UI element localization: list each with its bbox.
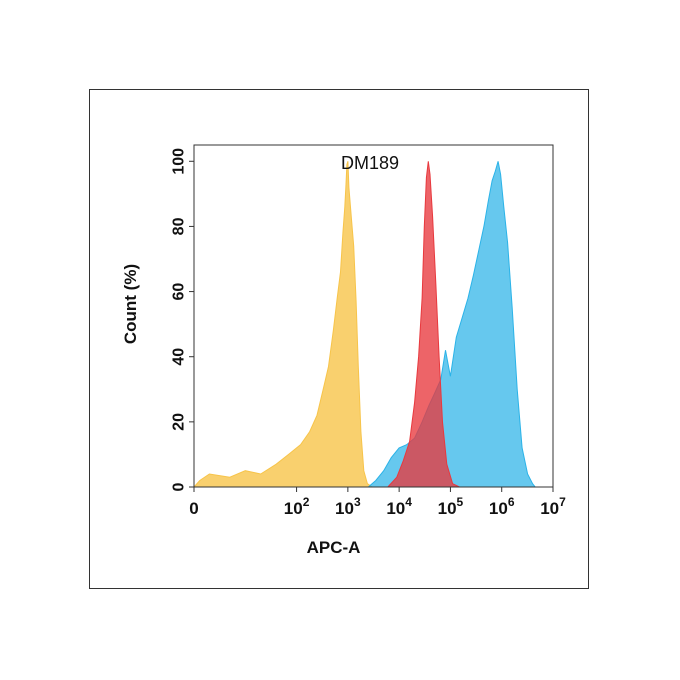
- y-tick-label: 40: [171, 348, 188, 366]
- chart-frame: DM189 0 102 103 104 105 106 107 0 20 40 60 80 100 A…: [89, 89, 589, 589]
- y-tick-label: 60: [171, 283, 188, 301]
- x-tick-label: 106: [489, 495, 515, 518]
- x-tick-label: 102: [284, 495, 310, 518]
- y-tick-label: 80: [171, 217, 188, 235]
- histogram-series-1: [192, 161, 374, 488]
- y-tick-label: 100: [171, 148, 188, 175]
- x-tick-label: 103: [335, 495, 361, 518]
- y-axis-title: Count (%): [121, 264, 140, 344]
- x-tick-label: 0: [189, 499, 198, 518]
- x-axis-title: APC-A: [307, 538, 361, 557]
- series-layer: [192, 161, 537, 488]
- x-axis-ticks: 0 102 103 104 105 106 107: [189, 487, 566, 518]
- histogram-series-2: [366, 161, 537, 488]
- x-tick-label: 104: [386, 495, 412, 518]
- x-tick-label: 105: [438, 495, 464, 518]
- histogram-chart: DM189 0 102 103 104 105 106 107 0 20 40 60 80 100 A…: [121, 144, 566, 557]
- y-tick-label: 0: [171, 482, 188, 491]
- x-tick-label: 107: [540, 495, 566, 518]
- chart-title: DM189: [341, 153, 399, 173]
- plot-area-border: [193, 144, 554, 488]
- y-axis-ticks: 0 20 40 60 80 100: [171, 148, 194, 491]
- histogram-series-3: [386, 161, 460, 488]
- y-tick-label: 20: [171, 413, 188, 431]
